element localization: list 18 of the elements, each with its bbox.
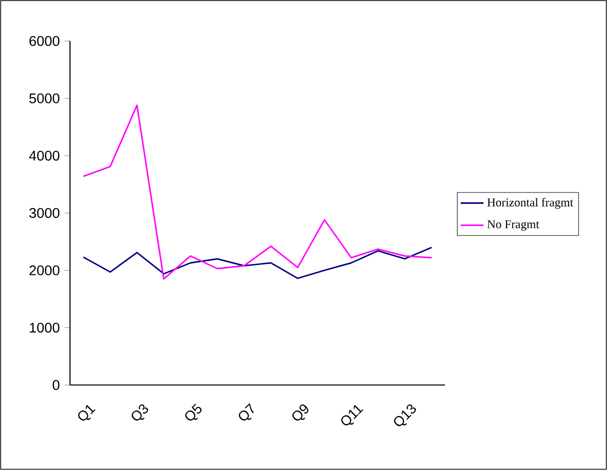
- y-tick-label: 5000: [29, 93, 60, 104]
- y-tick-label: 3000: [29, 208, 60, 218]
- legend-label: No Fragmt: [487, 220, 540, 231]
- x-tick-label: Q5: [185, 404, 202, 421]
- x-tick-label: Q7: [238, 403, 254, 421]
- x-tick-label: Q11: [341, 404, 364, 426]
- x-tick-label: Q9: [292, 404, 308, 421]
- y-tick-label: 0: [52, 380, 60, 390]
- x-tick-label: Q13: [394, 404, 416, 426]
- y-tick-label: 1000: [30, 322, 60, 333]
- y-tick-label: 2000: [30, 265, 60, 276]
- x-tick-label: Q1: [78, 404, 96, 421]
- line-series: [82, 104, 432, 280]
- x-tick-label: Q3: [132, 404, 148, 421]
- y-tick-label: 4000: [29, 150, 60, 161]
- legend-label: Horizontal fragmt: [487, 198, 574, 209]
- line-series: [82, 246, 432, 280]
- y-tick-label: 6000: [30, 36, 60, 46]
